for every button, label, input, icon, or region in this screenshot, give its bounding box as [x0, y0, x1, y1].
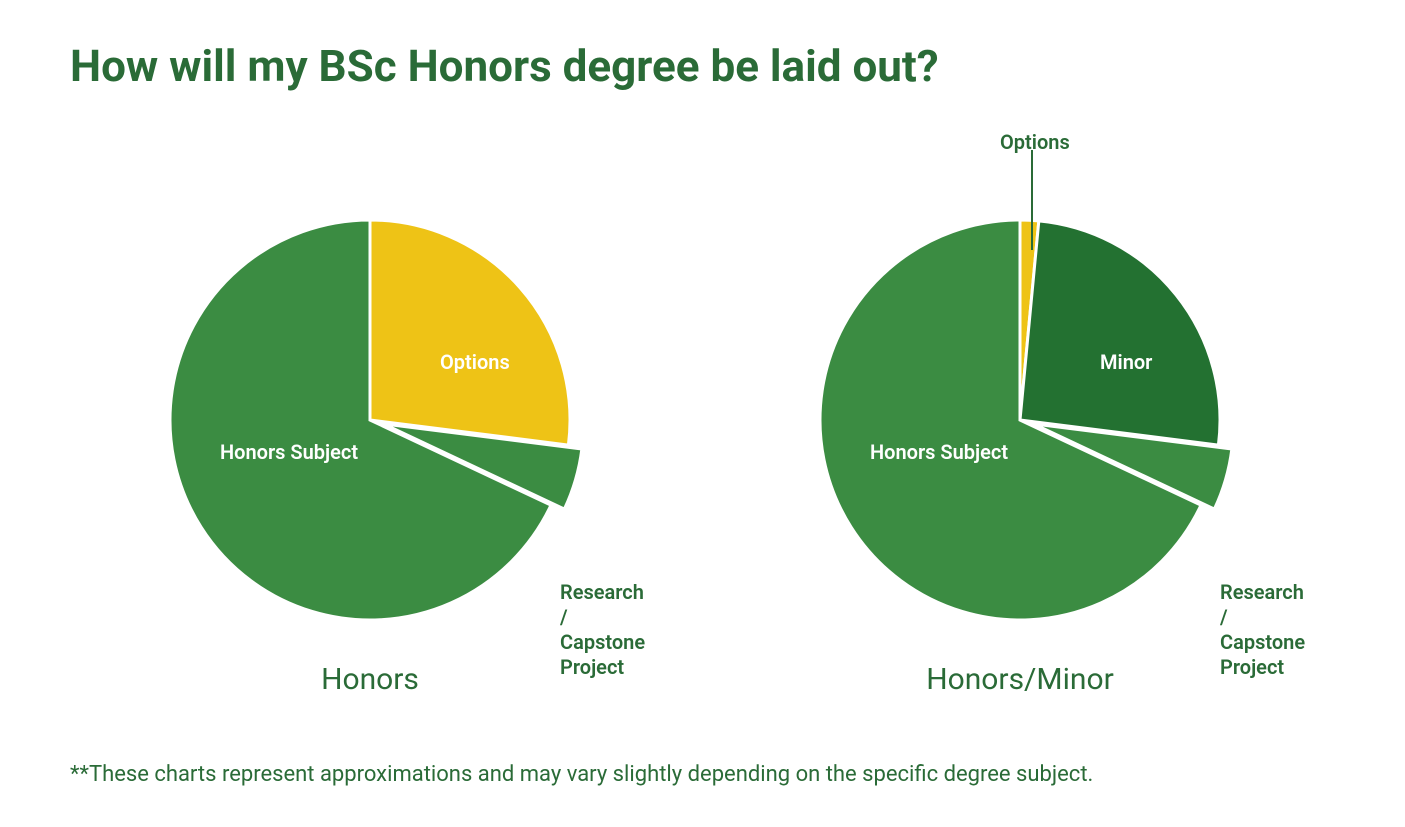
pie-slice — [1020, 221, 1220, 445]
chart-honors-minor: MinorResearch /Capstone ProjectHonors Su… — [720, 200, 1320, 697]
pie-honors-minor: MinorResearch /Capstone ProjectHonors Su… — [800, 200, 1240, 640]
pie-svg — [150, 200, 590, 640]
pie-slice — [370, 220, 570, 445]
footnote: **These charts represent approximations … — [70, 762, 1093, 787]
chart-honors: OptionsResearch /Capstone ProjectHonors … — [70, 200, 670, 697]
chart-title-honors: Honors — [70, 662, 670, 697]
pie-svg — [800, 200, 1240, 640]
pie-honors: OptionsResearch /Capstone ProjectHonors … — [150, 200, 590, 640]
leader-line — [1031, 150, 1033, 250]
top-label: Options — [1000, 130, 1070, 155]
chart-title-honors-minor: Honors/Minor — [720, 662, 1320, 697]
page-title: How will my BSc Honors degree be laid ou… — [70, 40, 939, 92]
